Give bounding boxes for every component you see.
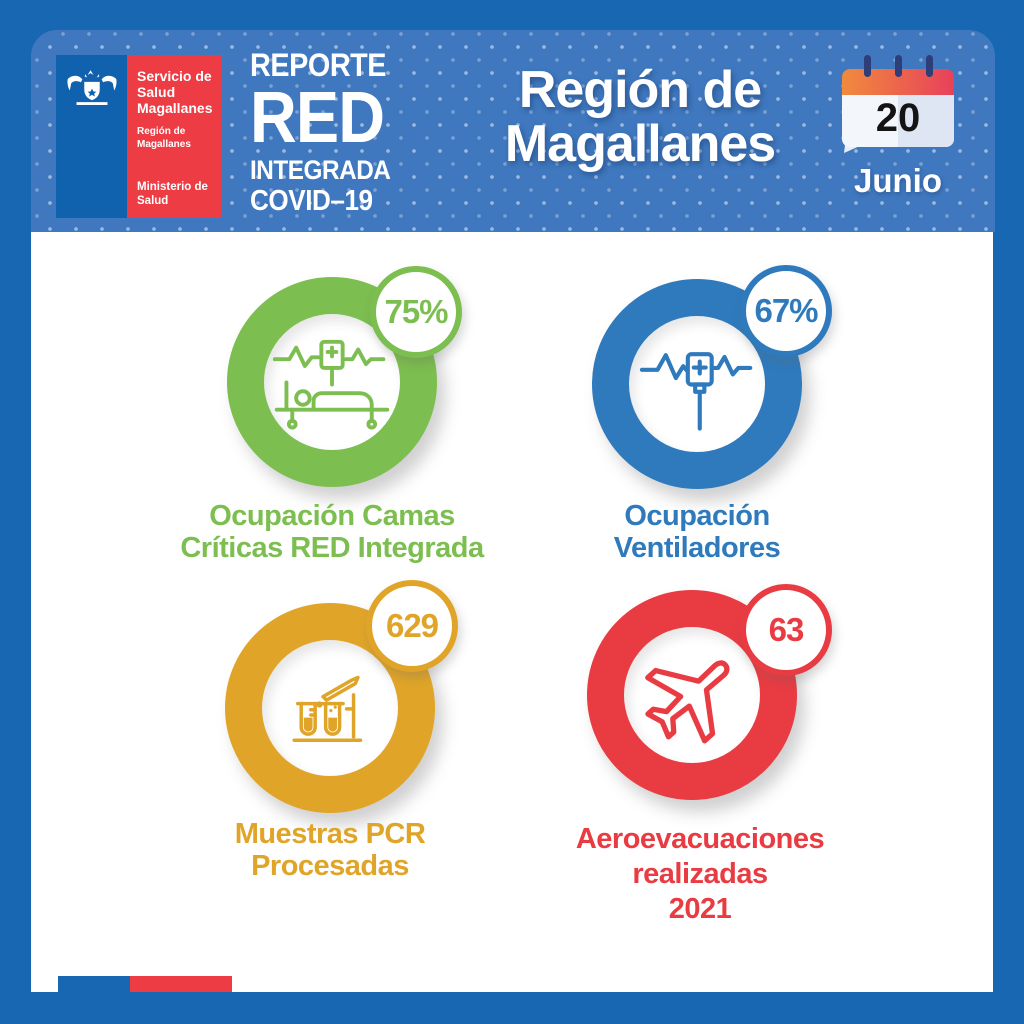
logo-region-name: Región de Magallanes [137,126,191,150]
footer-stripe-blue [58,976,130,992]
pcr-samples-icon [273,660,387,756]
stat-label: Aeroevacuaciones realizadas 2021 [575,823,825,925]
footer-stripe-red [130,976,232,992]
stat-label: Ocupación Ventiladores [613,500,781,564]
report-title-block: REPORTE RED INTEGRADA COVID–19 [250,47,406,217]
stat-label: Muestras PCR Procesadas [234,818,426,882]
stat-value-badge: 75% [370,266,462,358]
stat-aeroevacuaciones: 63 Aeroevacuaciones realizadas 2021 [576,584,832,925]
content-card [31,232,993,992]
stat-ventiladores: 67% Ocupación Ventiladores [592,265,832,564]
stat-value-badge: 63 [740,584,832,676]
stat-camas-criticas: 75% Ocupación Camas Críticas RED Integra… [180,266,484,564]
health-service-logo: Servicio de Salud Magallanes Región de M… [56,55,222,218]
coat-of-arms-icon [63,69,121,113]
airplane-icon [633,636,751,754]
ventilator-icon [637,334,757,435]
logo-text-pane: Servicio de Salud Magallanes Región de M… [127,55,222,218]
hospital-bed-icon [269,334,395,431]
calendar-icon: 20 [842,55,954,159]
logo-org-name: Servicio de Salud Magallanes [137,68,213,116]
report-line-reporte: REPORTE [250,47,387,83]
date-month: Junio [854,162,942,199]
page-title-line-2: Magallanes [504,115,776,173]
report-line-integrada: INTEGRADA [250,155,391,185]
page-title-line-1: Región de [518,61,762,119]
logo-ministry-name: Ministerio de Salud [137,181,208,207]
stat-muestras-pcr: 629 Muestras PCR Procesadas [225,580,458,882]
report-line-covid: COVID–19 [250,185,373,217]
logo-blue-pane [56,55,127,218]
stat-value-badge: 67% [740,265,832,357]
stat-label: Ocupación Camas Críticas RED Integrada [180,500,484,564]
page-title: Región de Magallanes [440,63,840,171]
report-line-red: RED [250,78,385,158]
date-day: 20 [875,96,921,140]
date-widget: 20 Junio [838,55,958,199]
stat-value-badge: 629 [366,580,458,672]
